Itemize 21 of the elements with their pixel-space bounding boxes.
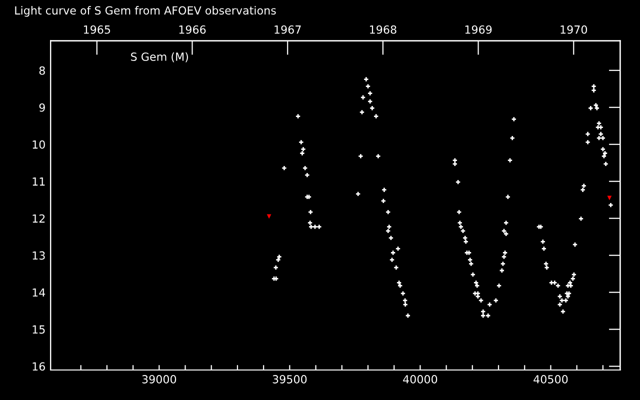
x2-tick-label: 1966 xyxy=(179,25,206,34)
y-tick-label: 11 xyxy=(32,177,45,186)
x-tick-label: 39500 xyxy=(272,375,307,384)
y-tick-label: 10 xyxy=(32,140,45,149)
annotation: S Gem (M) xyxy=(131,52,188,62)
x-tick-label: 40000 xyxy=(403,375,438,384)
x2-tick-label: 1965 xyxy=(84,25,110,34)
y-tick-label: 12 xyxy=(32,214,45,223)
y-tick-label: 15 xyxy=(32,325,45,334)
x-tick-label: 40500 xyxy=(534,375,568,384)
x2-tick-label: 1967 xyxy=(274,25,301,34)
x-tick-label: 39000 xyxy=(142,375,176,384)
x2-tick-label: 1969 xyxy=(465,25,492,34)
y-tick-label: 14 xyxy=(32,288,46,297)
x2-tick-label: 1970 xyxy=(560,25,588,34)
chart-title: Light curve of S Gem from AFOEV observations xyxy=(15,6,276,17)
x2-tick-label: 1968 xyxy=(370,25,396,34)
y-tick-label: 9 xyxy=(39,103,45,112)
y-tick-label: 13 xyxy=(32,251,45,260)
y-tick-label: 8 xyxy=(39,66,45,75)
y-tick-label: 16 xyxy=(32,362,45,371)
